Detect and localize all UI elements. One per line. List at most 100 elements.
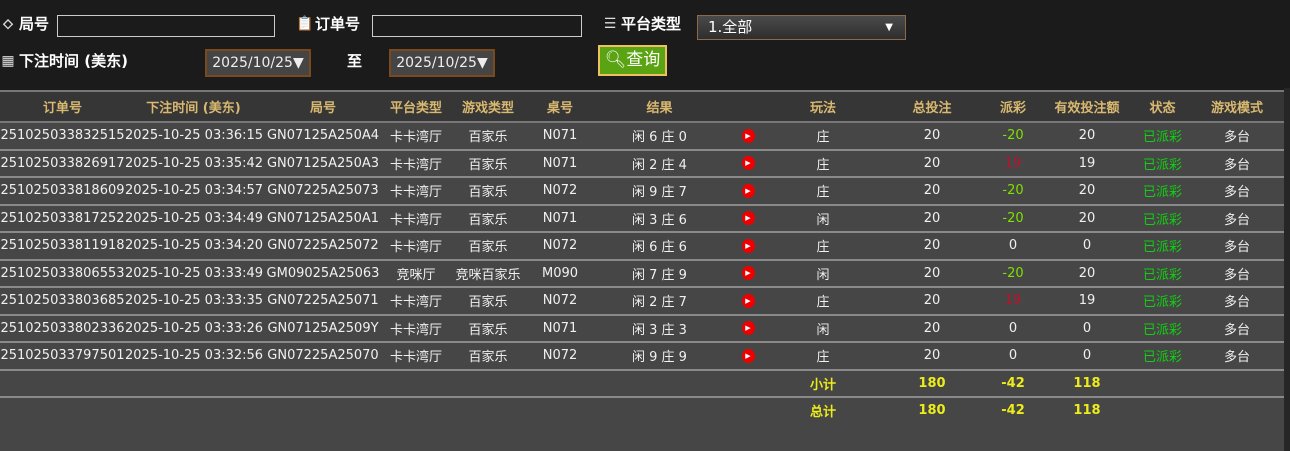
status-cell: 已派彩	[1135, 314, 1190, 343]
play-type-cell: 闲	[769, 259, 877, 288]
status-cell: 已派彩	[1135, 287, 1190, 316]
table-row: 251025033797501 2025-10-25 03:32:56 GN0722…	[0, 342, 1284, 371]
play-video-icon[interactable]: ▶	[741, 348, 755, 363]
bet-time-cell: 2025-10-25 03:32:56	[125, 342, 263, 371]
replay-cell: ▶	[727, 287, 769, 316]
result-cell: 闲 3 庄 6	[592, 204, 727, 233]
result-cell: 闲 6 庄 6	[592, 232, 727, 261]
round-id-cell: GN07225A25071	[262, 287, 384, 316]
payout-cell: -20	[987, 177, 1039, 206]
total-bet-cell: 20	[877, 259, 987, 288]
empty-cell	[592, 369, 727, 398]
play-type-cell: 闲	[769, 314, 877, 343]
table-row: 251025033817252 2025-10-25 03:34:49 GN0712…	[0, 204, 1284, 233]
column-header: 游戏模式	[1190, 90, 1284, 123]
bet-time-cell: 2025-10-25 03:34:49	[125, 204, 263, 233]
game-mode-cell: 多台	[1190, 149, 1284, 178]
platform-cell: 卡卡湾厅	[384, 122, 448, 151]
game-type-cell: 百家乐	[448, 287, 528, 316]
play-video-icon[interactable]: ▶	[741, 238, 755, 253]
subtotal-payout: -42	[987, 369, 1039, 398]
game-type-cell: 百家乐	[448, 204, 528, 233]
subtotal-row: 小计 180 -42 118	[0, 369, 1284, 398]
status-cell: 已派彩	[1135, 232, 1190, 261]
table-id-cell: N072	[528, 287, 592, 316]
order-id-cell: 251025033818609	[0, 177, 125, 206]
play-video-icon[interactable]: ▶	[741, 128, 755, 143]
empty-cell	[1135, 369, 1190, 398]
replay-cell: ▶	[727, 177, 769, 206]
result-cell: 闲 2 庄 4	[592, 149, 727, 178]
total-bet-cell: 20	[877, 287, 987, 316]
table-row: 251025033832515 2025-10-25 03:36:15 GN0712…	[0, 122, 1284, 151]
empty-cell	[125, 397, 262, 426]
column-header: 状态	[1135, 90, 1190, 123]
column-header	[727, 90, 769, 123]
round-id-cell: GN07225A25073	[262, 177, 384, 206]
order-input[interactable]	[372, 15, 582, 37]
play-video-icon[interactable]: ▶	[741, 211, 755, 226]
payout-cell: -20	[987, 204, 1039, 233]
play-video-icon[interactable]: ▶	[741, 266, 755, 281]
platform-cell: 卡卡湾厅	[384, 287, 448, 316]
empty-cell	[0, 369, 125, 398]
date-from-select[interactable]: 2025/10/25▼	[205, 49, 311, 77]
scrollbar-track[interactable]	[1284, 88, 1290, 451]
payout-cell: -20	[987, 259, 1039, 288]
valid-bet-cell: 0	[1039, 314, 1135, 343]
total-bet-cell: 20	[877, 177, 987, 206]
date-to-select[interactable]: 2025/10/25▼	[389, 49, 495, 77]
round-id-cell: GM09025A25063	[262, 259, 384, 288]
total-total-bet: 180	[877, 397, 987, 426]
round-id-cell: GN07225A25070	[262, 342, 384, 371]
valid-bet-cell: 0	[1039, 342, 1135, 371]
order-label-text: 订单号	[315, 15, 361, 33]
clipboard-icon: 📋	[296, 15, 314, 32]
game-mode-cell: 多台	[1190, 177, 1284, 206]
empty-cell	[125, 369, 262, 398]
total-bet-cell: 20	[877, 149, 987, 178]
replay-cell: ▶	[727, 342, 769, 371]
bet-time-cell: 2025-10-25 03:33:49	[125, 259, 263, 288]
platform-filter-label: ☰ 平台类型	[602, 13, 681, 34]
time-label-text: 下注时间 (美东)	[19, 52, 128, 70]
round-id-cell: GN07125A2509Y	[262, 314, 384, 343]
column-header: 桌号	[528, 90, 592, 123]
status-cell: 已派彩	[1135, 259, 1190, 288]
play-video-icon[interactable]: ▶	[741, 293, 755, 308]
round-input[interactable]	[57, 15, 275, 37]
column-header: 平台类型	[384, 90, 448, 123]
game-type-cell: 百家乐	[448, 122, 528, 151]
status-cell: 已派彩	[1135, 342, 1190, 371]
valid-bet-cell: 20	[1039, 204, 1135, 233]
game-mode-cell: 多台	[1190, 122, 1284, 151]
empty-cell	[262, 369, 384, 398]
platform-label-text: 平台类型	[621, 15, 682, 33]
table-id-cell: N072	[528, 177, 592, 206]
order-filter-label: 📋 订单号	[296, 13, 360, 34]
table-id-cell: M090	[528, 259, 592, 288]
order-id-cell: 251025033803685	[0, 287, 125, 316]
play-video-icon[interactable]: ▶	[741, 156, 755, 171]
valid-bet-cell: 20	[1039, 177, 1135, 206]
table-id-cell: N072	[528, 232, 592, 261]
query-label: 查询	[626, 50, 661, 70]
subtotal-label: 小计	[769, 369, 877, 398]
total-payout: -42	[987, 397, 1039, 426]
empty-cell	[1190, 369, 1284, 398]
play-video-icon[interactable]: ▶	[741, 183, 755, 198]
play-video-icon[interactable]: ▶	[741, 321, 755, 336]
query-button[interactable]: 🔍︎查询	[598, 45, 667, 76]
bet-time-cell: 2025-10-25 03:34:20	[125, 232, 263, 261]
game-mode-cell: 多台	[1190, 259, 1284, 288]
orders-table: 订单号 下注时间 (美东) 局号 平台类型 游戏类型 桌号 结果 玩法 总投注 派彩 有效投注额 状态…	[0, 90, 1284, 426]
platform-cell: 卡卡湾厅	[384, 177, 448, 206]
replay-cell: ▶	[727, 232, 769, 261]
table-row: 251025033811918 2025-10-25 03:34:20 GN0722…	[0, 232, 1284, 261]
empty-cell	[727, 369, 769, 398]
play-type-cell: 庄	[769, 287, 877, 316]
result-cell: 闲 9 庄 7	[592, 177, 727, 206]
result-cell: 闲 2 庄 7	[592, 287, 727, 316]
column-header: 下注时间 (美东)	[125, 90, 262, 123]
platform-select[interactable]: 1.全部 ▼	[697, 15, 906, 40]
